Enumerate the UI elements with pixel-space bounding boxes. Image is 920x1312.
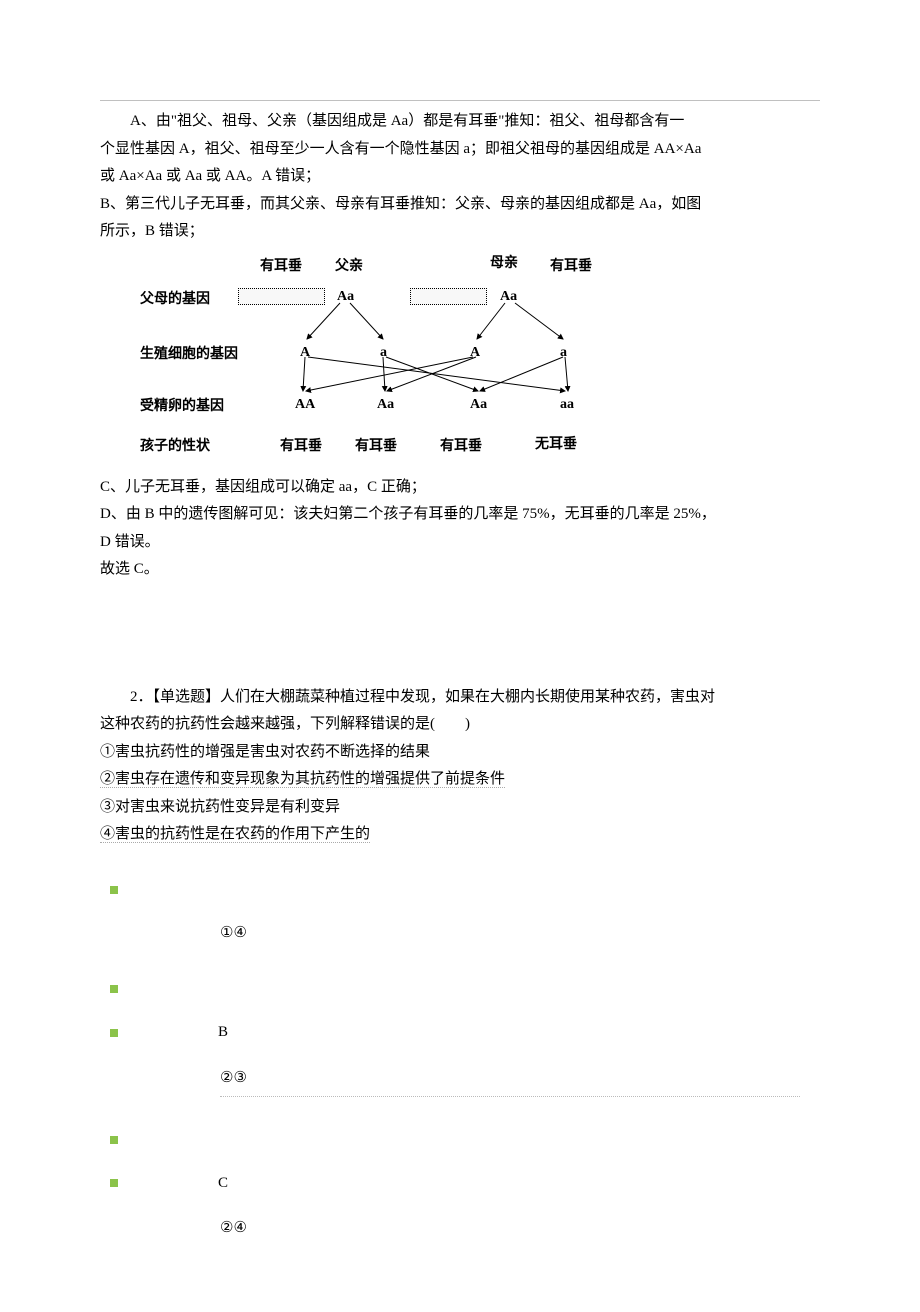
bullet-icon [110,1179,118,1187]
q2-bullet-separator-2 [100,1127,820,1153]
q2-stem-line2: 这种农药的抗药性会越来越强，下列解释错误的是( ) [100,712,820,738]
q2-statement-3: ③对害虫来说抗药性变异是有利变异 [100,795,820,821]
q2-statement-2-text: ②害虫存在遗传和变异现象为其抗药性的增强提供了前提条件 [100,771,505,788]
q2-option-C[interactable]: C ②④ [100,1171,820,1242]
q2-statement-2: ②害虫存在遗传和变异现象为其抗药性的增强提供了前提条件 [100,767,820,793]
q2-stem-line1: 2．【单选题】人们在大棚蔬菜种植过程中发现，如果在大棚内长期使用某种农药，害虫对 [100,685,820,711]
q2-option-C-letter-row: C [100,1171,820,1197]
q2-option-B-underline [220,1095,800,1097]
bullet-icon [110,886,118,894]
answer1-final: 故选 C。 [100,557,820,583]
spacer [100,585,820,645]
q2-statement-1: ①害虫抗药性的增强是害虫对农药不断选择的结果 [100,740,820,766]
q2-option-A-text: ①④ [220,921,820,947]
q2-stem-1: 人们在大棚蔬菜种植过程中发现，如果在大棚内长期使用某种农药，害虫对 [220,689,715,705]
answer1-lineA-2: 个显性基因 A，祖父、祖母至少一人含有一个隐性基因 a；即祖父祖母的基因组成是 … [100,137,820,163]
q2-option-B-letter: B [218,1024,228,1040]
q2-option-A-bullet-row [100,878,820,904]
diagram-lines [140,255,660,465]
q2-statement-4-text: ④害虫的抗药性是在农药的作用下产生的 [100,826,370,843]
answer1-lineA-1: A、由"祖父、祖母、父亲（基因组成是 Aa）都是有耳垂"推知：祖父、祖母都含有一 [100,109,820,135]
q2-option-B-letter-row: B [100,1020,820,1046]
answer1-lineB-2: 所示，B 错误； [100,219,820,245]
answer1-lineB-1: B、第三代儿子无耳垂，而其父亲、母亲有耳垂推知：父亲、母亲的基因组成都是 Aa，… [100,192,820,218]
bullet-icon [110,1136,118,1144]
answer1-lineC: C、儿子无耳垂，基因组成可以确定 aa，C 正确； [100,475,820,501]
q2-option-B-text: ②③ [220,1066,820,1092]
q2-number: 2． [130,689,153,705]
question-2: 2．【单选题】人们在大棚蔬菜种植过程中发现，如果在大棚内长期使用某种农药，害虫对… [100,685,820,848]
q2-statement-4: ④害虫的抗药性是在农药的作用下产生的 [100,822,820,848]
q2-bullet-separator-1 [100,977,820,1003]
bullet-icon [110,985,118,993]
answer1-lineA-3: 或 Aa×Aa 或 Aa 或 AA。A 错误； [100,164,820,190]
answer1-lineD-1: D、由 B 中的遗传图解可见：该夫妇第二个孩子有耳垂的几率是 75%，无耳垂的几… [100,502,820,528]
document-page: A、由"祖父、祖母、父亲（基因组成是 Aa）都是有耳垂"推知：祖父、祖母都含有一… [0,0,920,1312]
q2-option-C-letter: C [218,1175,228,1191]
q2-options: ①④ B ②③ C ②④ [100,878,820,1242]
bullet-icon [110,1029,118,1037]
q2-option-C-text: ②④ [220,1216,820,1242]
q2-option-B[interactable]: B ②③ [100,1020,820,1097]
answer1-lineD-2: D 错误。 [100,530,820,556]
q2-tag: 【单选题】 [153,689,221,705]
q2-option-A[interactable]: ①④ [100,878,820,947]
genetics-diagram: 有耳垂 父亲 母亲 有耳垂 父母的基因 Aa Aa 生殖细胞的基因 A a A … [140,255,660,465]
top-divider [100,100,820,101]
